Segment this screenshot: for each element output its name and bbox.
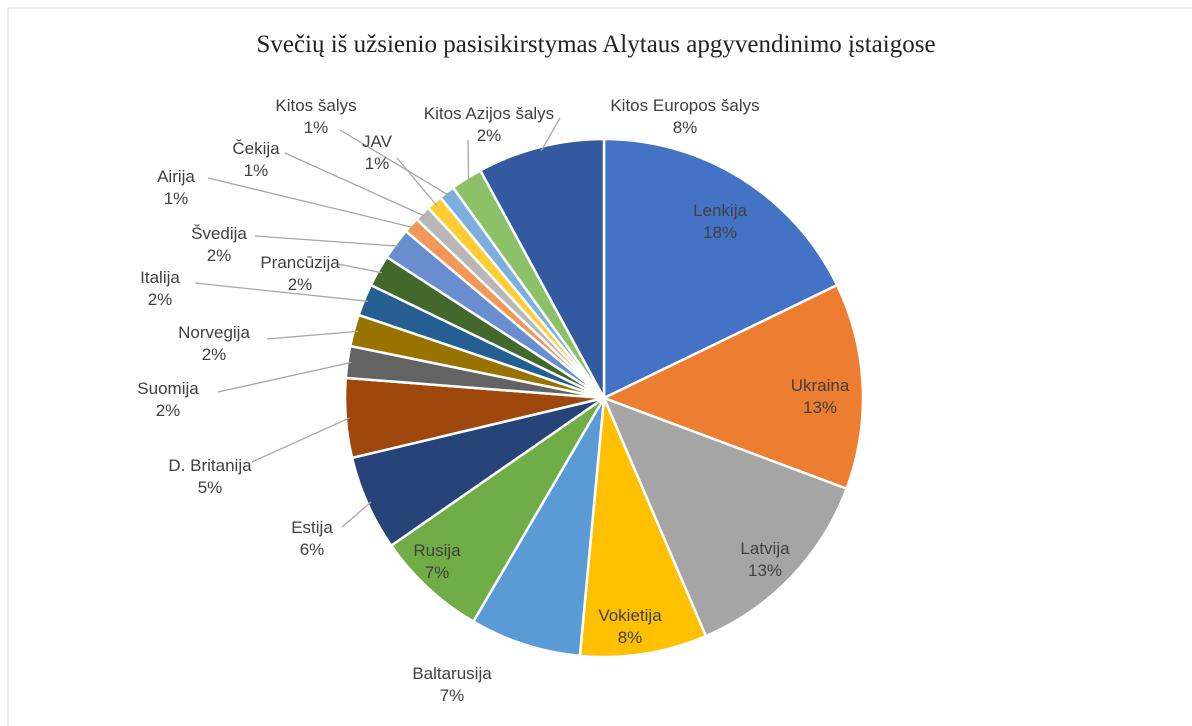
label-category: Čekija (232, 139, 280, 158)
leader-line (467, 139, 470, 182)
label-category: Švedija (191, 224, 247, 243)
pie-slice (578, 397, 708, 659)
data-label: Lenkija 18% (693, 201, 747, 242)
data-label: D. Britanija 5% (168, 456, 252, 497)
leader-line (396, 157, 438, 206)
pie-slice (471, 397, 606, 658)
label-value: 13% (803, 398, 837, 417)
label-category: Latvija (740, 539, 790, 558)
label-category: D. Britanija (168, 456, 252, 475)
chart-title: Svečių iš užsienio pasisikirstymas Alyta… (256, 31, 935, 58)
label-value: 8% (673, 118, 698, 137)
leader-line (254, 235, 400, 247)
leader-line (284, 152, 426, 217)
data-label: Švedija 2% (191, 224, 247, 265)
label-category: Suomija (137, 379, 199, 398)
data-label: Estija 6% (291, 518, 333, 559)
data-label: Ukraina 13% (791, 376, 850, 417)
data-label: Rusija 7% (413, 541, 461, 582)
pie (343, 137, 865, 659)
data-labels: Lenkija 18% Ukraina 13% Latvija 13% Vokietija 8… (137, 96, 850, 705)
label-category: Estija (291, 518, 333, 537)
data-label: Prancūzija 2% (260, 253, 340, 294)
leader-line (194, 282, 369, 302)
leader-line (337, 263, 382, 274)
leader-lines (194, 117, 561, 528)
label-value: 1% (365, 154, 390, 173)
pie-slice (602, 137, 839, 400)
label-category: Kitos Azijos šalys (424, 104, 554, 123)
label-category: Prancūzija (260, 253, 340, 272)
label-value: 2% (156, 401, 181, 420)
label-category: Baltarusija (412, 664, 492, 683)
label-value: 18% (703, 223, 737, 242)
label-category: Vokietija (598, 606, 662, 625)
pie-slice (478, 137, 606, 399)
label-value: 5% (198, 478, 223, 497)
label-value: 1% (304, 118, 329, 137)
leader-line (207, 177, 415, 229)
label-category: Lenkija (693, 201, 747, 220)
label-value: 1% (164, 189, 189, 208)
label-value: 8% (618, 628, 643, 647)
data-label: JAV 1% (362, 132, 393, 173)
pie-slice (600, 283, 865, 491)
data-label: Čekija 1% (232, 139, 280, 180)
label-category: Italija (140, 268, 180, 287)
leader-line (341, 501, 372, 528)
label-value: 6% (300, 540, 325, 559)
label-category: Norvegija (178, 323, 250, 342)
data-label: Kitos Azijos šalys 2% (424, 104, 554, 145)
label-category: Kitos Europos šalys (610, 96, 759, 115)
label-value: 7% (440, 686, 465, 705)
data-label: Suomija 2% (137, 379, 199, 420)
label-value: 1% (244, 161, 269, 180)
data-label: Latvija 13% (740, 539, 790, 580)
label-value: 2% (202, 345, 227, 364)
label-category: JAV (362, 132, 393, 151)
data-label: Baltarusija 7% (412, 664, 492, 705)
pie-slice (389, 396, 606, 624)
label-value: 13% (748, 561, 782, 580)
data-label: Italija 2% (140, 268, 180, 309)
label-category: Rusija (413, 541, 461, 560)
label-value: 7% (425, 563, 450, 582)
data-label: Kitos Europos šalys 8% (610, 96, 759, 137)
data-label: Vokietija 8% (598, 606, 662, 647)
data-label: Norvegija 2% (178, 323, 250, 364)
leader-line (217, 361, 352, 393)
leader-line (266, 330, 358, 340)
pie-slice (601, 395, 849, 638)
leader-line (540, 117, 561, 152)
label-value: 2% (477, 126, 502, 145)
label-value: 2% (207, 246, 232, 265)
label-value: 2% (288, 275, 313, 294)
label-category: Kitos šalys (275, 96, 356, 115)
data-label: Airija 1% (157, 167, 195, 208)
data-label: Kitos šalys 1% (275, 96, 356, 137)
label-category: Airija (157, 167, 195, 186)
leader-line (339, 129, 450, 197)
leader-line (251, 417, 351, 463)
label-value: 2% (148, 290, 173, 309)
label-category: Ukraina (791, 376, 850, 395)
